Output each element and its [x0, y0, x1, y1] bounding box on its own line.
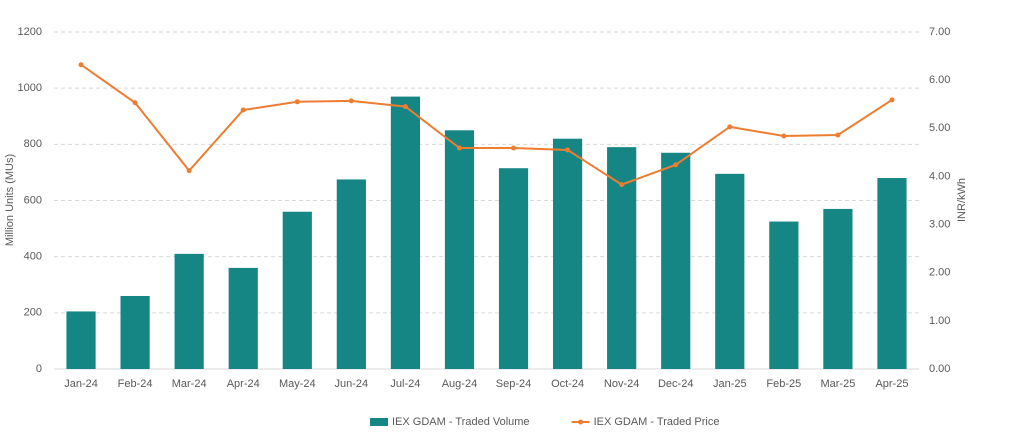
bar [282, 211, 312, 369]
point [240, 107, 246, 113]
y-tick-label: 800 [24, 138, 42, 150]
x-tick-label: Jul-24 [390, 378, 420, 390]
x-tick-label: Nov-24 [604, 378, 639, 390]
line [80, 63, 893, 186]
x-tick-label: Aug-24 [442, 378, 477, 390]
x-tick-label: Mar-24 [172, 378, 207, 390]
bar [174, 253, 204, 369]
x-tick-label: Feb-24 [118, 378, 153, 390]
point [456, 145, 462, 151]
bar [552, 138, 583, 369]
y-tick-label: 400 [24, 251, 42, 263]
bar [66, 311, 96, 369]
point [835, 132, 841, 138]
y2-tick-label: 2.00 [929, 267, 950, 279]
point [781, 133, 787, 139]
point [565, 147, 571, 153]
x-tick-label: Dec-24 [658, 378, 693, 390]
bar [661, 152, 691, 369]
y2-tick-label: 5.00 [929, 122, 950, 134]
bar [390, 96, 421, 369]
point [186, 168, 192, 174]
point [511, 145, 517, 151]
x-tick-label: Jan-24 [64, 378, 98, 390]
y2-tick-label: 4.00 [929, 170, 950, 182]
x-tick-label: May-24 [279, 378, 316, 390]
bar [715, 173, 745, 369]
x-tick-label: Feb-25 [766, 378, 801, 390]
point [619, 182, 625, 188]
point [348, 98, 354, 104]
legend-label: IEX GDAM - Traded Price [594, 416, 720, 428]
bar [823, 208, 853, 369]
y-axis-title: Million Units (MUs) [4, 154, 16, 246]
y2-tick-label: 6.00 [929, 74, 950, 86]
legend-swatch [578, 419, 584, 425]
x-tick-label: Apr-25 [875, 378, 908, 390]
x-tick-label: Jun-24 [335, 378, 369, 390]
y2-tick-label: 7.00 [929, 26, 950, 38]
y2-tick-label: 1.00 [929, 315, 950, 327]
bar [336, 179, 366, 369]
x-tick-label: Jan-25 [713, 378, 747, 390]
bar [769, 221, 799, 369]
bar [228, 267, 258, 369]
y2-axis-title: INR/kWh [956, 178, 968, 222]
point [132, 100, 138, 106]
y-tick-label: 0 [36, 363, 42, 375]
x-tick-label: Apr-24 [227, 378, 260, 390]
y2-tick-label: 3.00 [929, 218, 950, 230]
legend-swatch [370, 418, 388, 426]
y-tick-label: 200 [24, 307, 42, 319]
y-tick-label: 1000 [18, 82, 42, 94]
bar [877, 178, 907, 369]
point [402, 104, 408, 110]
point [673, 162, 679, 168]
y2-tick-label: 0.00 [929, 363, 950, 375]
point [294, 99, 300, 105]
point [78, 62, 84, 68]
bar [120, 295, 150, 369]
point [889, 97, 895, 103]
x-tick-label: Mar-25 [820, 378, 855, 390]
x-tick-label: Oct-24 [551, 378, 584, 390]
bar [498, 168, 529, 369]
legend-label: IEX GDAM - Traded Volume [392, 416, 530, 428]
point [727, 124, 733, 130]
y-tick-label: 1200 [18, 26, 42, 38]
y-tick-label: 600 [24, 194, 42, 206]
x-tick-label: Sep-24 [496, 378, 531, 390]
bar [444, 130, 475, 369]
